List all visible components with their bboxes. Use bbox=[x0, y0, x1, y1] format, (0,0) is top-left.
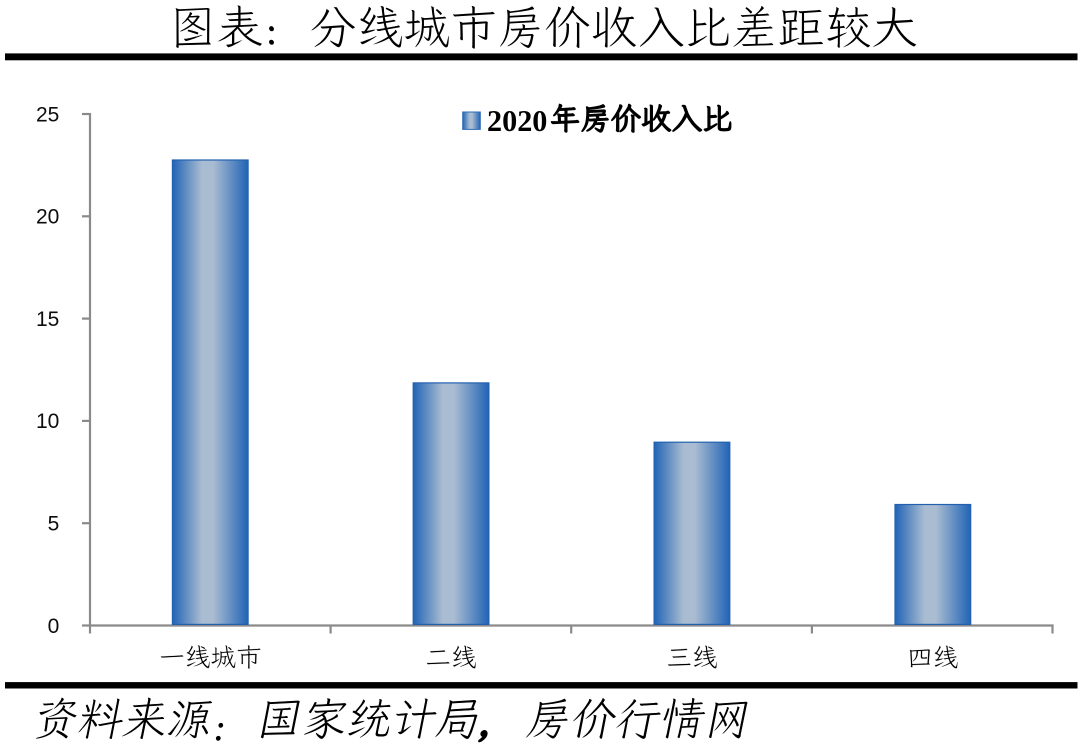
svg-text:5: 5 bbox=[48, 513, 60, 536]
svg-text:10: 10 bbox=[36, 410, 59, 433]
svg-text:2020: 2020 bbox=[487, 104, 547, 138]
svg-text:15: 15 bbox=[36, 308, 59, 331]
svg-text:20: 20 bbox=[36, 206, 59, 229]
svg-text:25: 25 bbox=[36, 103, 59, 126]
svg-text:0: 0 bbox=[48, 615, 60, 638]
